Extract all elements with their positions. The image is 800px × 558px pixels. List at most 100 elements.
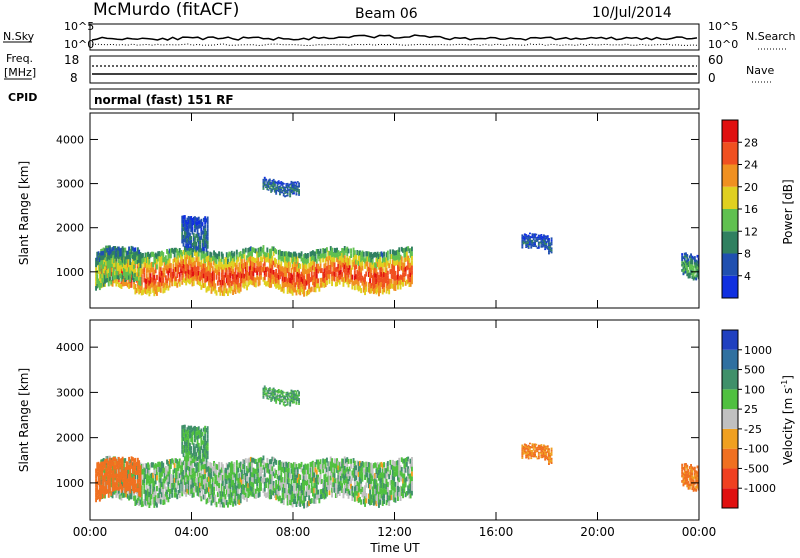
noise-right-label: N.Search: [746, 30, 796, 43]
echo-cell: [287, 191, 289, 193]
echo-cell: [327, 260, 329, 265]
echo-cell: [269, 387, 271, 388]
echo-cell: [533, 449, 535, 451]
echo-cell: [99, 478, 101, 483]
echo-cell: [339, 280, 341, 285]
echo-cell: [265, 389, 267, 390]
echo-cell: [689, 275, 691, 278]
echo-cell: [367, 472, 369, 477]
echo-cell: [363, 462, 365, 467]
echo-cell: [269, 389, 271, 390]
echo-cell: [389, 460, 391, 465]
echo-cell: [538, 244, 540, 246]
echo-cell: [546, 243, 548, 245]
echo-cell: [530, 247, 532, 249]
cpid-panel: CPID normal (fast) 151 RF: [8, 89, 699, 109]
echo-cell: [529, 233, 531, 235]
echo-cell: [126, 470, 128, 474]
noise-left-label: N.Sky: [3, 30, 35, 43]
echo-cell: [317, 278, 319, 283]
echo-cell: [316, 274, 318, 279]
echo-cell: [367, 261, 369, 266]
echo-cell: [122, 250, 124, 254]
range-tick-label: 1000: [56, 266, 84, 279]
time-tick-label: 08:00: [276, 525, 311, 539]
echo-cell: [293, 191, 295, 193]
echo-cell: [320, 474, 322, 479]
echo-cell: [278, 491, 280, 496]
colorbar-block: [722, 350, 738, 370]
echo-cell: [551, 243, 553, 245]
noise-right-tick-top: 10^5: [708, 20, 738, 33]
echo-cell: [688, 270, 690, 273]
freq-right-tick-top: 60: [708, 53, 723, 67]
time-tick-label: 12:00: [377, 525, 412, 539]
echo-cell: [140, 488, 142, 493]
echo-cell: [534, 454, 536, 456]
echo-cell: [400, 285, 402, 290]
echo-cell: [298, 268, 300, 273]
echo-cell: [348, 459, 350, 464]
echo-cell: [255, 283, 257, 288]
echo-cell: [190, 446, 192, 450]
range-tick-label: 4000: [56, 133, 84, 146]
echo-cell: [263, 397, 265, 398]
echo-cell: [691, 262, 693, 265]
echo-cell: [204, 494, 206, 499]
echo-cell: [259, 492, 261, 497]
echo-cell: [241, 470, 243, 475]
echo-cell: [695, 277, 697, 280]
colorbar-block: [722, 209, 738, 231]
colorbar-tick-label: -500: [744, 462, 769, 475]
colorbar-tick-label: 16: [744, 203, 758, 216]
colorbar-tick-label: 24: [744, 159, 758, 172]
echo-cell: [104, 253, 106, 257]
echo-cell: [218, 272, 220, 277]
echo-cell: [265, 272, 267, 277]
echo-cell: [122, 246, 124, 250]
echo-cell: [521, 245, 523, 247]
echo-cell: [406, 251, 408, 256]
colorbar-tick-label: 8: [744, 248, 751, 261]
echo-cell: [109, 479, 111, 483]
echo-cell: [686, 254, 688, 257]
echo-cell: [363, 252, 365, 257]
echo-cell: [293, 272, 295, 277]
echo-cell: [355, 475, 357, 480]
echo-cell: [266, 458, 268, 463]
echo-cell: [179, 493, 181, 498]
echo-cell: [140, 255, 142, 260]
echo-cell: [339, 491, 341, 496]
echo-cell: [129, 261, 131, 265]
colorbar-block: [722, 409, 738, 429]
echo-cell: [298, 403, 300, 405]
echo-cell: [140, 281, 142, 286]
echo-cell: [289, 194, 291, 196]
echo-cell: [355, 254, 357, 259]
echo-cell: [199, 240, 201, 244]
echo-cell: [105, 485, 107, 489]
echo-cell: [280, 261, 282, 266]
echo-cell: [190, 236, 192, 240]
echo-cell: [535, 444, 537, 446]
echo-cell: [307, 469, 309, 474]
echo-cell: [127, 251, 129, 255]
echo-cell: [213, 487, 215, 492]
echo-cell: [383, 462, 385, 467]
echo-cell: [160, 288, 162, 293]
echo-cell: [275, 460, 277, 465]
echo-cell: [383, 287, 385, 292]
echo-cell: [113, 478, 115, 482]
echo-cell: [160, 499, 162, 504]
echo-cell: [269, 180, 271, 181]
echo-cell: [198, 467, 200, 472]
echo-cell: [528, 458, 530, 460]
echo-cell: [122, 255, 124, 259]
echo-cell: [349, 471, 351, 476]
echo-cell: [365, 483, 367, 488]
echo-cell: [681, 464, 683, 467]
echo-cell: [334, 473, 336, 478]
echo-cell: [354, 461, 356, 466]
